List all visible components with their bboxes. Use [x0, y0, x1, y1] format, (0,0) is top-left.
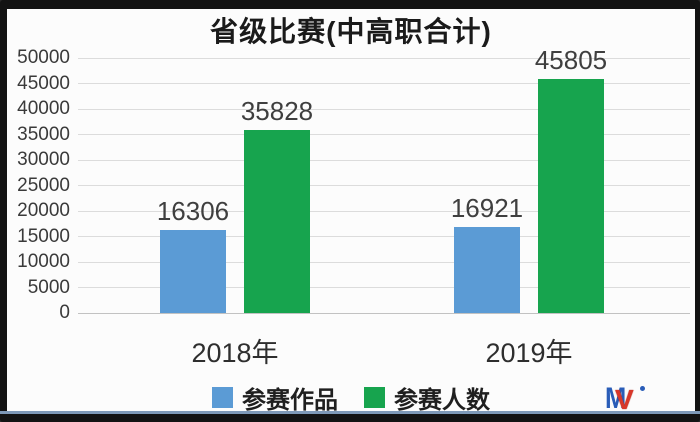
chart-title: 省级比赛(中高职合计) — [210, 16, 492, 47]
gridline-45000 — [78, 83, 690, 84]
y-tick-label-50000: 50000 — [17, 47, 70, 68]
gridline-35000 — [78, 134, 690, 135]
bar-entries-2018年 — [160, 230, 226, 313]
gridline-50000 — [78, 57, 690, 59]
y-tick-label-0: 0 — [59, 302, 70, 323]
gridline-10000 — [78, 261, 690, 263]
gridline-30000 — [78, 159, 690, 161]
gridline-25000 — [78, 185, 690, 186]
logo-dot-icon — [640, 386, 645, 391]
y-tick-label-10000: 10000 — [17, 251, 70, 272]
y-tick-label-45000: 45000 — [17, 72, 70, 94]
x-axis-label-2018年: 2018年 — [191, 338, 279, 368]
y-tick-label-20000: 20000 — [17, 200, 70, 221]
bottom-accent-line — [0, 411, 700, 414]
y-tick-label-30000: 30000 — [17, 149, 70, 170]
bar-participants-2019年 — [538, 79, 604, 313]
legend-label-entries: 参赛作品 — [242, 387, 338, 414]
logo-letter-m-icon: M — [605, 382, 627, 415]
gridline-5000 — [78, 287, 690, 288]
y-tick-label-5000: 5000 — [27, 276, 70, 298]
legend-swatch-entries — [212, 387, 233, 408]
data-label-entries-2019年: 16921 — [450, 193, 524, 223]
x-axis-label-2019年: 2019年 — [485, 338, 573, 368]
legend-swatch-participants — [364, 387, 385, 408]
gridline-0 — [78, 312, 690, 314]
data-label-participants-2019年: 45805 — [534, 45, 608, 75]
bar-participants-2018年 — [244, 130, 310, 313]
bar-entries-2019年 — [454, 227, 520, 313]
legend: 参赛作品 参赛人数 — [7, 380, 695, 415]
data-label-entries-2018年: 16306 — [156, 196, 230, 226]
legend-item-participants: 参赛人数 — [364, 380, 490, 415]
data-label-participants-2018年: 35828 — [240, 96, 314, 126]
y-tick-label-25000: 25000 — [17, 174, 70, 196]
y-tick-label-40000: 40000 — [17, 98, 70, 119]
brand-logo-mv: M V — [604, 382, 648, 416]
gridline-20000 — [78, 210, 690, 212]
y-tick-label-35000: 35000 — [17, 123, 70, 145]
legend-item-entries: 参赛作品 — [212, 380, 338, 415]
y-tick-label-15000: 15000 — [17, 225, 70, 247]
legend-label-participants: 参赛人数 — [394, 387, 490, 414]
gridline-15000 — [78, 236, 690, 237]
logo-letter-v-icon: V — [615, 384, 634, 415]
gridline-40000 — [78, 108, 690, 110]
